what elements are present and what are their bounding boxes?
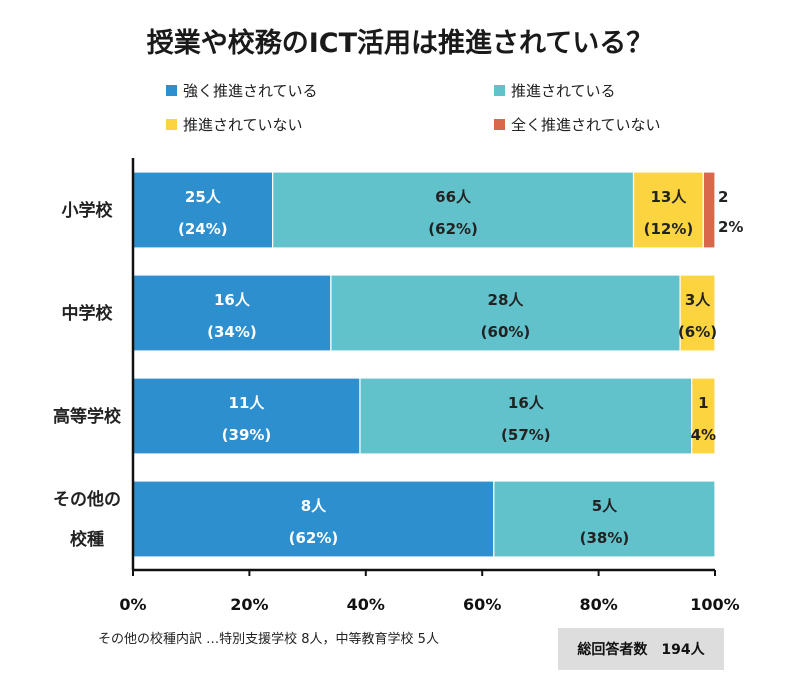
bar-percent-label: (62%) <box>289 529 339 547</box>
bar-count-label: 25人 <box>185 188 222 206</box>
bar-percent-label: (39%) <box>222 426 272 444</box>
x-tick-label: 60% <box>463 595 501 614</box>
x-tick-label: 100% <box>690 595 739 614</box>
category-label-2: 中学校 <box>62 303 114 324</box>
legend-swatch-4 <box>494 119 505 130</box>
category-label-1: 小学校 <box>62 200 114 221</box>
bar-count-label: 8人 <box>301 497 327 515</box>
bar-percent-label: (38%) <box>580 529 630 547</box>
bar-segment-3-2 <box>359 377 693 455</box>
legend-swatch-1 <box>166 85 177 96</box>
bar-segment-2-3 <box>679 274 716 352</box>
bar-count-label: 13人 <box>651 188 688 206</box>
bar-percent-label: (57%) <box>501 426 551 444</box>
bar-segment-3-1 <box>132 377 361 455</box>
bar-percent-label: (24%) <box>178 220 228 238</box>
bar-percent-label: (34%) <box>207 323 257 341</box>
bar-segment-1-3 <box>632 171 704 249</box>
legend-label-2: 推進されている <box>511 82 616 100</box>
bar-segment-4-2 <box>493 480 716 558</box>
bar-segment-2-2 <box>330 274 681 352</box>
chart-title: 授業や校務のICT活用は推進されている？ <box>147 27 653 59</box>
bar-segment-3-3 <box>691 377 716 455</box>
category-label-4: 校種 <box>70 529 104 550</box>
bar-percent-label: (60%) <box>481 323 531 341</box>
x-tick-label: 20% <box>230 595 268 614</box>
bar-count-label: 16人 <box>214 291 251 309</box>
category-label-4: その他の <box>53 489 121 510</box>
bar-percent-label: (6%) <box>678 323 717 341</box>
legend-swatch-2 <box>494 85 505 96</box>
bar-segment-1-2 <box>272 171 635 249</box>
x-tick-label: 80% <box>579 595 617 614</box>
axes: 0% 20% 40% 60% 80% 100% <box>119 158 740 614</box>
bar-percent-label: 2% <box>718 218 743 236</box>
category-label-3: 高等学校 <box>53 406 122 427</box>
bar-percent-label: (12%) <box>644 220 694 238</box>
bar-count-label: 11人 <box>229 394 266 412</box>
bars: 小学校25人(24%)66人(62%)13人(12%)22%中学校16人(34%… <box>53 171 743 558</box>
bar-percent-label: 4% <box>691 426 716 444</box>
bar-count-label: 28人 <box>488 291 525 309</box>
bar-count-label: 1 <box>698 394 708 412</box>
bar-count-label: 16人 <box>508 394 545 412</box>
legend-label-1: 強く推進されている <box>183 82 318 100</box>
x-tick-label: 0% <box>119 595 146 614</box>
bar-segment-1-1 <box>132 171 274 249</box>
legend-label-3: 推進されていない <box>183 116 303 134</box>
bar-segment-1-4 <box>702 171 716 249</box>
bar-count-label: 3人 <box>685 291 711 309</box>
legend-swatch-3 <box>166 119 177 130</box>
total-box <box>558 628 724 670</box>
bar-count-label: 66人 <box>435 188 472 206</box>
footer: その他の校種内訳 …特別支援学校 8人，中等教育学校 5人 総回答者数 194人 <box>98 628 724 670</box>
legend-label-4: 全く推進されていない <box>511 116 661 134</box>
bar-count-label: 2 <box>718 188 728 206</box>
total-respondents: 総回答者数 194人 <box>577 641 705 658</box>
footnote: その他の校種内訳 …特別支援学校 8人，中等教育学校 5人 <box>98 631 439 647</box>
bar-count-label: 5人 <box>592 497 618 515</box>
bar-segment-2-1 <box>132 274 332 352</box>
x-tick-label: 40% <box>347 595 385 614</box>
bar-percent-label: (62%) <box>428 220 478 238</box>
